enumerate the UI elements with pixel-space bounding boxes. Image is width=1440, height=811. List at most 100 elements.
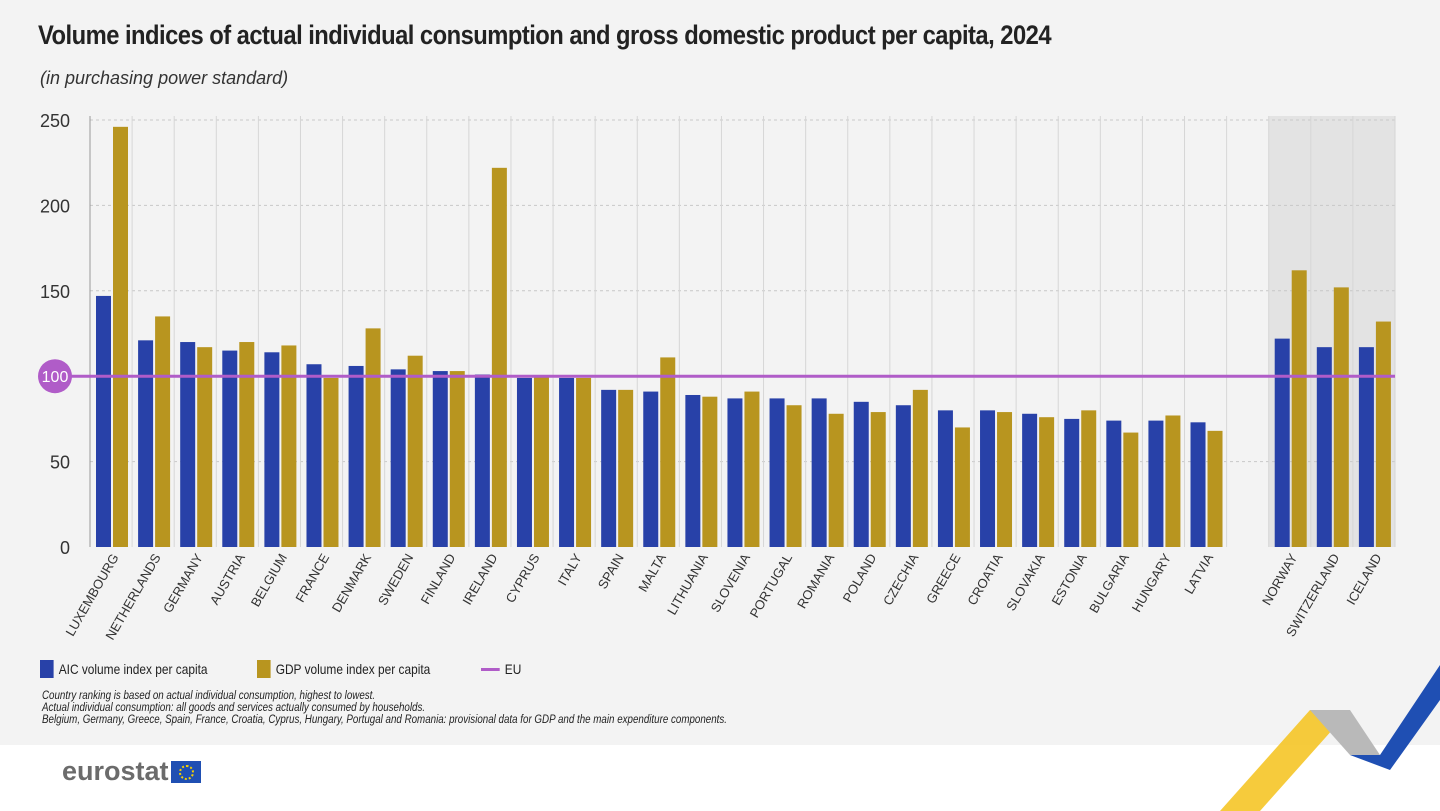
bar-gdp	[870, 412, 886, 547]
bar-gdp	[155, 316, 171, 547]
x-tick-label: CYPRUS	[503, 551, 543, 606]
eu-reference-marker	[38, 359, 72, 394]
bar-gdp	[197, 347, 213, 547]
bar-gdp	[407, 355, 423, 547]
logo-text: eurostat	[62, 756, 169, 786]
bar-aic	[937, 410, 953, 547]
x-tick-label: SPAIN	[595, 551, 627, 591]
x-tick-label: ICELAND	[1343, 551, 1384, 607]
eu-flag-icon	[170, 760, 201, 783]
x-tick-label: CROATIA	[964, 551, 1006, 608]
x-tick-label: PORTUGAL	[747, 551, 796, 620]
bar-aic	[348, 365, 364, 547]
bar-aic	[1274, 338, 1290, 547]
x-tick-label: GERMANY	[160, 551, 206, 616]
x-tick-label: SLOVENIA	[708, 551, 754, 615]
bar-aic	[601, 389, 617, 547]
x-tick-label: IRELAND	[459, 551, 500, 607]
bar-gdp	[1207, 430, 1223, 547]
bar-gdp	[786, 405, 802, 547]
legend-item-eu: EU	[480, 661, 522, 677]
y-tick-label: 200	[40, 196, 70, 216]
x-tick-label: FRANCE	[292, 551, 332, 605]
bar-gdp	[1165, 415, 1181, 547]
x-tick-label: ITALY	[555, 551, 585, 588]
x-tick-label: ROMANIA	[794, 551, 837, 611]
bar-aic	[264, 352, 280, 547]
bar-aic	[222, 350, 238, 547]
bar-aic	[643, 391, 659, 547]
x-tick-label: AUSTRIA	[207, 551, 248, 608]
x-tick-label: SWEDEN	[375, 551, 417, 608]
x-tick-label: HUNGARY	[1129, 551, 1175, 615]
bar-gdp	[1291, 270, 1307, 547]
bar-aic	[853, 401, 869, 547]
bar-chart: 050150200250LUXEMBOURGNETHERLANDSGERMANY…	[38, 111, 1396, 642]
x-tick-label: DENMARK	[329, 551, 375, 615]
bar-aic	[1106, 420, 1122, 547]
x-tick-label: GREECE	[923, 551, 964, 606]
bar-aic	[138, 340, 154, 547]
bar-aic	[1190, 422, 1206, 547]
bar-aic	[96, 295, 111, 547]
legend-label-aic: AIC volume index per capita	[58, 661, 208, 677]
bar-gdp	[576, 377, 592, 547]
bar-gdp	[660, 357, 676, 547]
footnote: Actual individual consumption: all goods…	[42, 702, 426, 714]
bar-aic	[1358, 347, 1374, 547]
bar-aic	[180, 342, 196, 547]
bar-aic	[390, 369, 406, 547]
x-tick-label: LITHUANIA	[664, 551, 711, 618]
bar-gdp	[954, 427, 970, 547]
legend-swatch-eu	[480, 667, 500, 671]
bar-aic	[306, 364, 322, 547]
y-tick-label: 150	[40, 282, 70, 302]
bar-gdp	[281, 345, 297, 547]
decorative-ribbon-graphic	[1220, 665, 1440, 811]
legend: AIC volume index per capita GDP volume i…	[40, 660, 538, 678]
bar-aic	[1148, 420, 1164, 547]
x-tick-label: ESTONIA	[1048, 551, 1090, 608]
x-tick-label: LATVIA	[1181, 551, 1216, 597]
bar-gdp	[533, 376, 549, 547]
bar-aic	[727, 398, 743, 547]
bar-gdp	[1081, 410, 1097, 547]
y-tick-label: 50	[50, 453, 70, 473]
bar-aic	[895, 405, 911, 547]
bar-gdp	[113, 126, 128, 547]
legend-swatch-aic	[40, 660, 54, 678]
legend-swatch-gdp	[257, 660, 271, 678]
bar-aic	[1064, 418, 1080, 547]
bar-gdp	[323, 377, 339, 547]
bar-aic	[980, 410, 996, 547]
bar-gdp	[449, 371, 465, 547]
bar-aic	[516, 377, 532, 547]
bar-gdp	[491, 167, 507, 547]
legend-label-gdp: GDP volume index per capita	[275, 661, 431, 677]
bar-aic	[559, 377, 575, 547]
non-eu-band	[1268, 116, 1395, 547]
bar-aic	[474, 374, 490, 547]
x-tick-label: SLOVAKIA	[1003, 551, 1048, 614]
chart-title: Volume indices of actual individual cons…	[38, 20, 1052, 50]
x-tick-label: NORWAY	[1259, 551, 1301, 608]
bar-aic	[432, 371, 448, 547]
bar-gdp	[1123, 432, 1139, 547]
bar-gdp	[828, 413, 844, 547]
legend-label-eu: EU	[504, 661, 522, 677]
bar-gdp	[702, 396, 718, 547]
bar-gdp	[1375, 321, 1391, 547]
bar-gdp	[1333, 287, 1349, 547]
bar-gdp	[997, 412, 1013, 547]
bar-gdp	[744, 391, 760, 547]
eurostat-logo: eurostat	[62, 756, 201, 787]
bar-aic	[1022, 413, 1038, 547]
x-tick-label: BELGIUM	[248, 551, 290, 609]
x-tick-label: FINLAND	[418, 551, 459, 607]
bar-aic	[769, 398, 785, 547]
x-tick-label: MALTA	[635, 551, 669, 595]
y-tick-label: 0	[60, 538, 70, 558]
bar-gdp	[912, 389, 928, 547]
x-tick-label: BULGARIA	[1086, 551, 1132, 616]
bar-gdp	[618, 389, 634, 547]
